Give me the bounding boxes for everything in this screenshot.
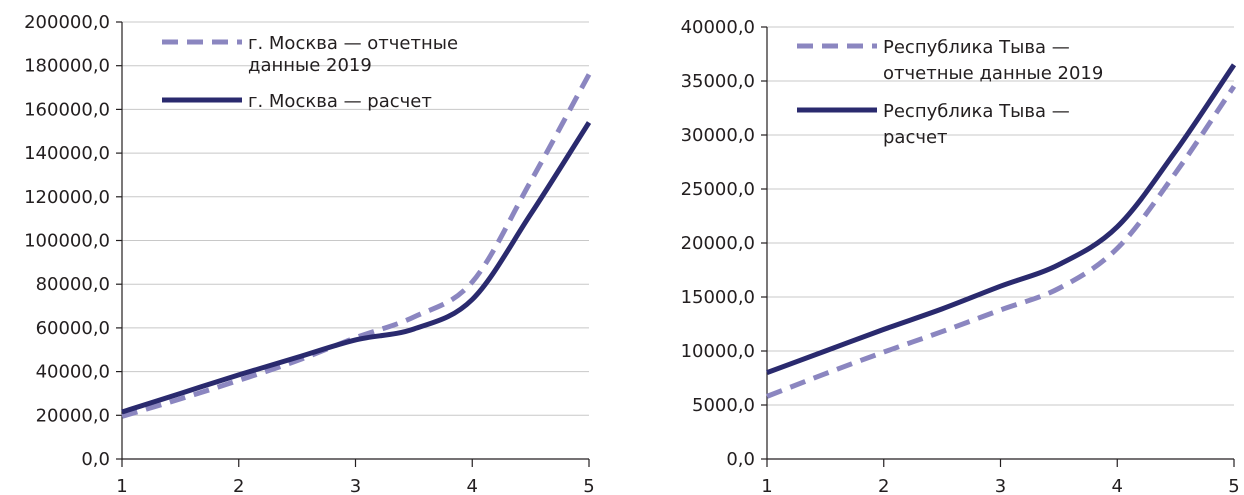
x-tick-label: 2 xyxy=(233,476,244,495)
series-line-reported xyxy=(121,73,592,419)
chart-tyva: 0,0 5000,0 10000,0 15000,0 20000,0 25000,0 300… xyxy=(681,17,1240,495)
x-tick-label: 4 xyxy=(1112,476,1123,495)
legend-label: отчетные данные 2019 xyxy=(883,63,1103,84)
y-tick-label: 35000,0 xyxy=(681,71,755,92)
legend-label: г. Москва — отчетные xyxy=(248,33,458,54)
legend-label: г. Москва — расчет xyxy=(248,91,432,112)
y-tick-label: 20000,0 xyxy=(681,233,755,254)
y-tick-label: 15000,0 xyxy=(681,287,755,308)
chart-moscow: 0,0 20000,0 40000,0 60000,0 80000,0 100000,0 1… xyxy=(24,12,595,495)
x-tick-label: 1 xyxy=(116,476,127,495)
y-tick-label: 80000,0 xyxy=(36,274,110,295)
y-tick-label: 30000,0 xyxy=(681,125,755,146)
x-tick-label: 3 xyxy=(350,476,361,495)
y-tick-label: 200000,0 xyxy=(24,12,110,33)
legend-label: расчет xyxy=(883,127,948,148)
y-tick-label: 40000,0 xyxy=(681,17,755,38)
y-tick-label: 0,0 xyxy=(726,449,755,470)
x-tick-label: 5 xyxy=(583,476,594,495)
legend-label: Республика Тыва — xyxy=(883,37,1070,58)
y-tick-label: 140000,0 xyxy=(24,143,110,164)
y-tick-label: 120000,0 xyxy=(24,187,110,208)
y-tick-label: 100000,0 xyxy=(24,231,110,252)
series-line-reported xyxy=(766,85,1237,399)
y-tick-label: 25000,0 xyxy=(681,179,755,200)
y-tick-label: 20000,0 xyxy=(36,405,110,426)
x-tick-label: 4 xyxy=(467,476,478,495)
x-tick-label: 1 xyxy=(761,476,772,495)
series-line-calculated xyxy=(121,121,592,415)
x-tick-label: 2 xyxy=(878,476,889,495)
y-tick-label: 5000,0 xyxy=(692,395,755,416)
y-tick-label: 180000,0 xyxy=(24,56,110,77)
y-tick-label: 10000,0 xyxy=(681,341,755,362)
x-tick-label: 3 xyxy=(995,476,1006,495)
legend-label: Республика Тыва — xyxy=(883,101,1070,122)
y-tick-label: 160000,0 xyxy=(24,99,110,120)
y-tick-label: 60000,0 xyxy=(36,318,110,339)
series-line-calculated xyxy=(766,63,1237,375)
y-tick-label: 40000,0 xyxy=(36,362,110,383)
y-tick-label: 0,0 xyxy=(81,449,110,470)
x-tick-label: 5 xyxy=(1228,476,1239,495)
legend-label: данные 2019 xyxy=(248,55,372,76)
